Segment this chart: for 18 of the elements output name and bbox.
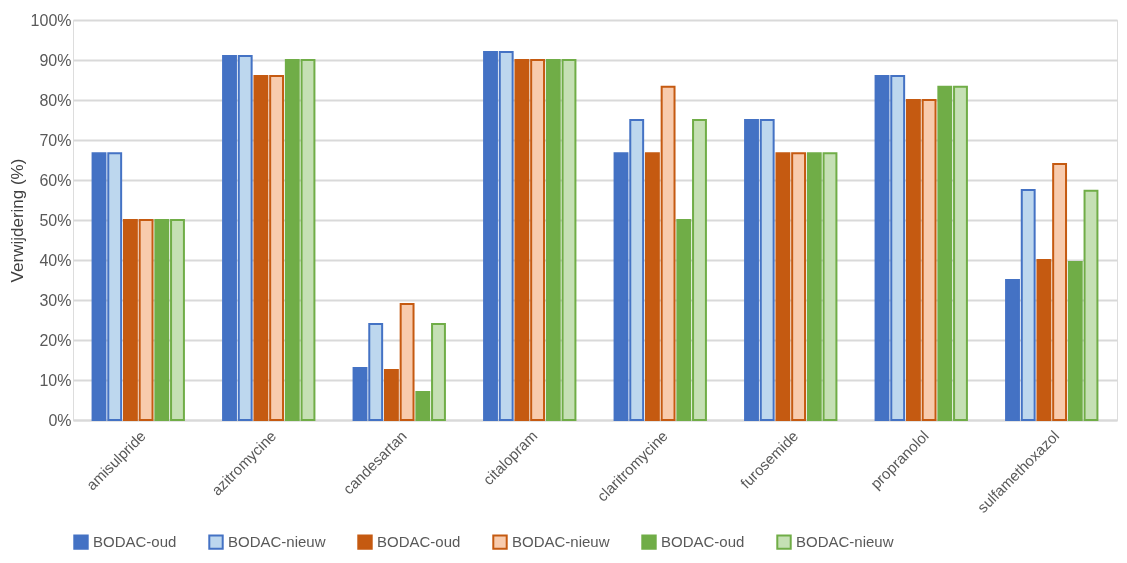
legend-label: BODAC-oud xyxy=(93,533,177,551)
legend-label: BODAC-nieuw xyxy=(228,533,326,551)
y-tick-label: 10% xyxy=(39,371,72,389)
y-tick-label: 40% xyxy=(39,251,72,269)
y-axis-title: Verwijdering (%) xyxy=(7,158,27,283)
y-tick-label: 20% xyxy=(39,331,72,349)
y-tick-label: 70% xyxy=(39,131,72,149)
y-tick-label: 90% xyxy=(39,51,72,69)
y-tick-label: 0% xyxy=(48,411,72,429)
legend-label: BODAC-nieuw xyxy=(512,533,610,551)
y-tick-label: 80% xyxy=(39,91,72,109)
y-tick-label: 100% xyxy=(30,11,72,29)
y-tick-label: 60% xyxy=(39,171,72,189)
legend-label: BODAC-oud xyxy=(377,533,461,551)
y-tick-label: 30% xyxy=(39,291,72,309)
legend-label: BODAC-oud xyxy=(661,533,745,551)
legend-label: BODAC-nieuw xyxy=(796,533,894,551)
y-tick-label: 50% xyxy=(39,211,72,229)
